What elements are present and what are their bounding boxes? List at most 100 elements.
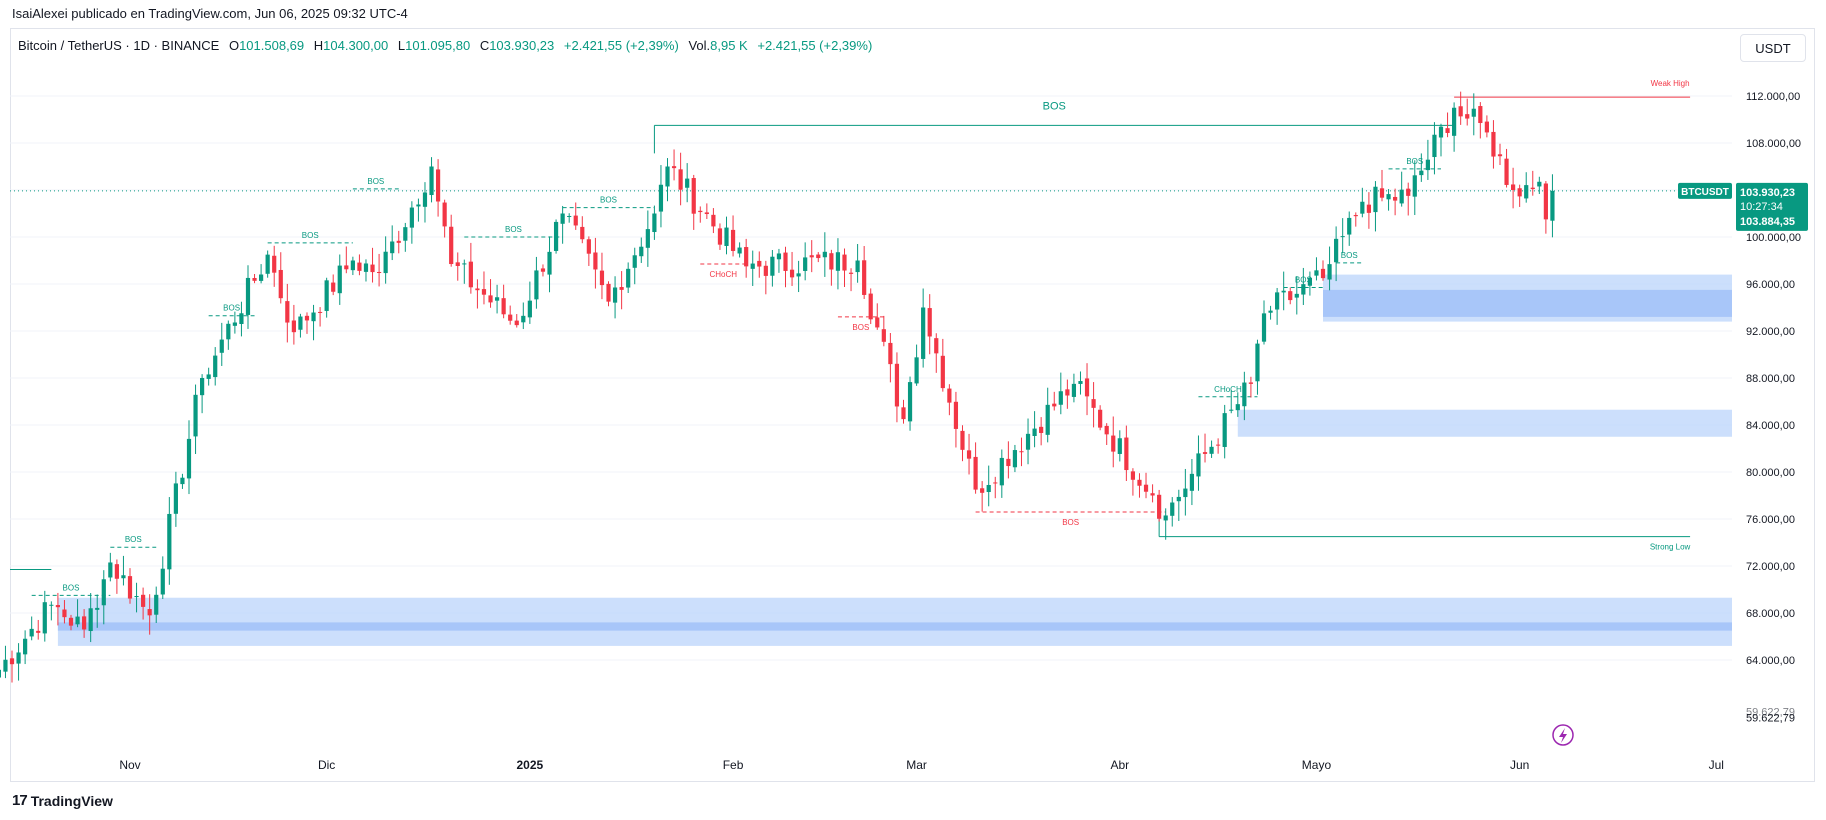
candle bbox=[803, 257, 808, 271]
candle bbox=[1012, 450, 1018, 468]
candle bbox=[1196, 453, 1201, 477]
candle bbox=[1065, 389, 1070, 396]
candle bbox=[1307, 277, 1312, 286]
candle bbox=[1550, 190, 1555, 221]
lightning-icon-bolt bbox=[1559, 728, 1567, 743]
strong-low-label: Strong Low bbox=[1650, 543, 1691, 552]
candle bbox=[1248, 382, 1254, 384]
candle bbox=[226, 323, 231, 340]
candle bbox=[626, 268, 631, 288]
candle bbox=[1111, 435, 1116, 452]
candle bbox=[252, 277, 257, 281]
candle bbox=[1445, 128, 1450, 133]
time-axis-label: 2025 bbox=[517, 758, 544, 772]
candle bbox=[665, 166, 670, 187]
candle bbox=[986, 484, 991, 493]
candle bbox=[357, 262, 362, 271]
demand-zone-core bbox=[1323, 289, 1732, 317]
candle bbox=[1183, 488, 1188, 498]
candle bbox=[698, 210, 703, 213]
candle bbox=[1530, 187, 1535, 190]
candle bbox=[508, 314, 513, 321]
low-value: 101.095,80 bbox=[405, 38, 471, 53]
candle bbox=[173, 483, 178, 514]
candle bbox=[960, 430, 965, 450]
currency-button[interactable]: USDT bbox=[1740, 34, 1806, 62]
candle bbox=[468, 261, 473, 288]
candle bbox=[95, 607, 100, 610]
candle bbox=[49, 604, 54, 606]
change-value: +2.421,55 (+2,39%) bbox=[563, 38, 679, 53]
price-tick-label: 68.000,00 bbox=[1746, 608, 1795, 620]
candle bbox=[9, 658, 15, 665]
candle bbox=[1484, 121, 1489, 133]
candle bbox=[488, 295, 493, 303]
bos-label: BOS bbox=[367, 177, 384, 186]
candle bbox=[88, 608, 93, 632]
candle bbox=[350, 260, 355, 271]
time-axis-label: Mayo bbox=[1302, 758, 1332, 772]
candle bbox=[881, 329, 886, 342]
candle bbox=[317, 311, 323, 313]
tradingview-brand[interactable]: 17 TradingView bbox=[12, 792, 113, 809]
candle bbox=[724, 227, 729, 246]
candle bbox=[776, 253, 782, 260]
candle bbox=[822, 251, 827, 258]
candle bbox=[1222, 413, 1227, 447]
time-axis-label: Dic bbox=[318, 758, 335, 772]
time-axis-label: Feb bbox=[723, 758, 744, 772]
candle bbox=[390, 241, 395, 254]
candle bbox=[1543, 183, 1548, 220]
candle bbox=[68, 617, 74, 626]
candle bbox=[632, 255, 637, 268]
volume-label: Vol. bbox=[688, 38, 711, 53]
candle bbox=[1268, 310, 1273, 313]
candle bbox=[1025, 433, 1031, 450]
symbol-name[interactable]: Bitcoin / TetherUS · 1D · BINANCE bbox=[18, 38, 220, 53]
bos-label: BOS bbox=[1043, 100, 1066, 112]
candle bbox=[934, 338, 939, 354]
candle bbox=[501, 298, 506, 315]
candle bbox=[973, 456, 978, 490]
candle bbox=[167, 513, 172, 570]
volume-value: 8,95 K bbox=[710, 38, 748, 53]
candle bbox=[101, 579, 106, 606]
candle bbox=[193, 394, 198, 437]
candle bbox=[82, 616, 87, 630]
choch-label: CHoCH bbox=[709, 270, 737, 279]
candle bbox=[914, 357, 919, 384]
candle bbox=[1032, 428, 1037, 436]
candle bbox=[186, 438, 192, 479]
candle bbox=[75, 616, 80, 625]
candle bbox=[658, 184, 664, 212]
grid-layer bbox=[10, 95, 1732, 661]
candle bbox=[547, 251, 552, 275]
candle bbox=[599, 270, 605, 286]
price-tick-label: 72.000,00 bbox=[1746, 561, 1795, 573]
candle bbox=[311, 312, 316, 322]
candle bbox=[154, 594, 159, 615]
demand-zone bbox=[57, 597, 1732, 646]
candle bbox=[1006, 458, 1011, 467]
candle bbox=[1176, 496, 1181, 502]
candle bbox=[462, 263, 467, 265]
candle bbox=[1229, 409, 1234, 411]
candle bbox=[1124, 437, 1129, 471]
candle bbox=[1334, 238, 1339, 263]
candle bbox=[855, 260, 860, 273]
price-tick-label: 108.000,00 bbox=[1746, 138, 1801, 150]
candle bbox=[232, 322, 237, 326]
candle bbox=[816, 254, 821, 259]
candle bbox=[907, 382, 913, 422]
bos-label: BOS bbox=[1341, 251, 1358, 260]
candle bbox=[1084, 378, 1090, 397]
candle bbox=[409, 207, 414, 228]
candle bbox=[527, 300, 532, 318]
structure-line-layer: BOS BOS BOS BOS BOS BOS BOS BOS CHoCH BOS BOS CHoCH… bbox=[10, 79, 1732, 596]
candle bbox=[993, 482, 998, 484]
candle bbox=[1143, 484, 1149, 492]
candle bbox=[285, 301, 290, 323]
candle bbox=[1517, 188, 1522, 197]
candle bbox=[1465, 114, 1470, 119]
